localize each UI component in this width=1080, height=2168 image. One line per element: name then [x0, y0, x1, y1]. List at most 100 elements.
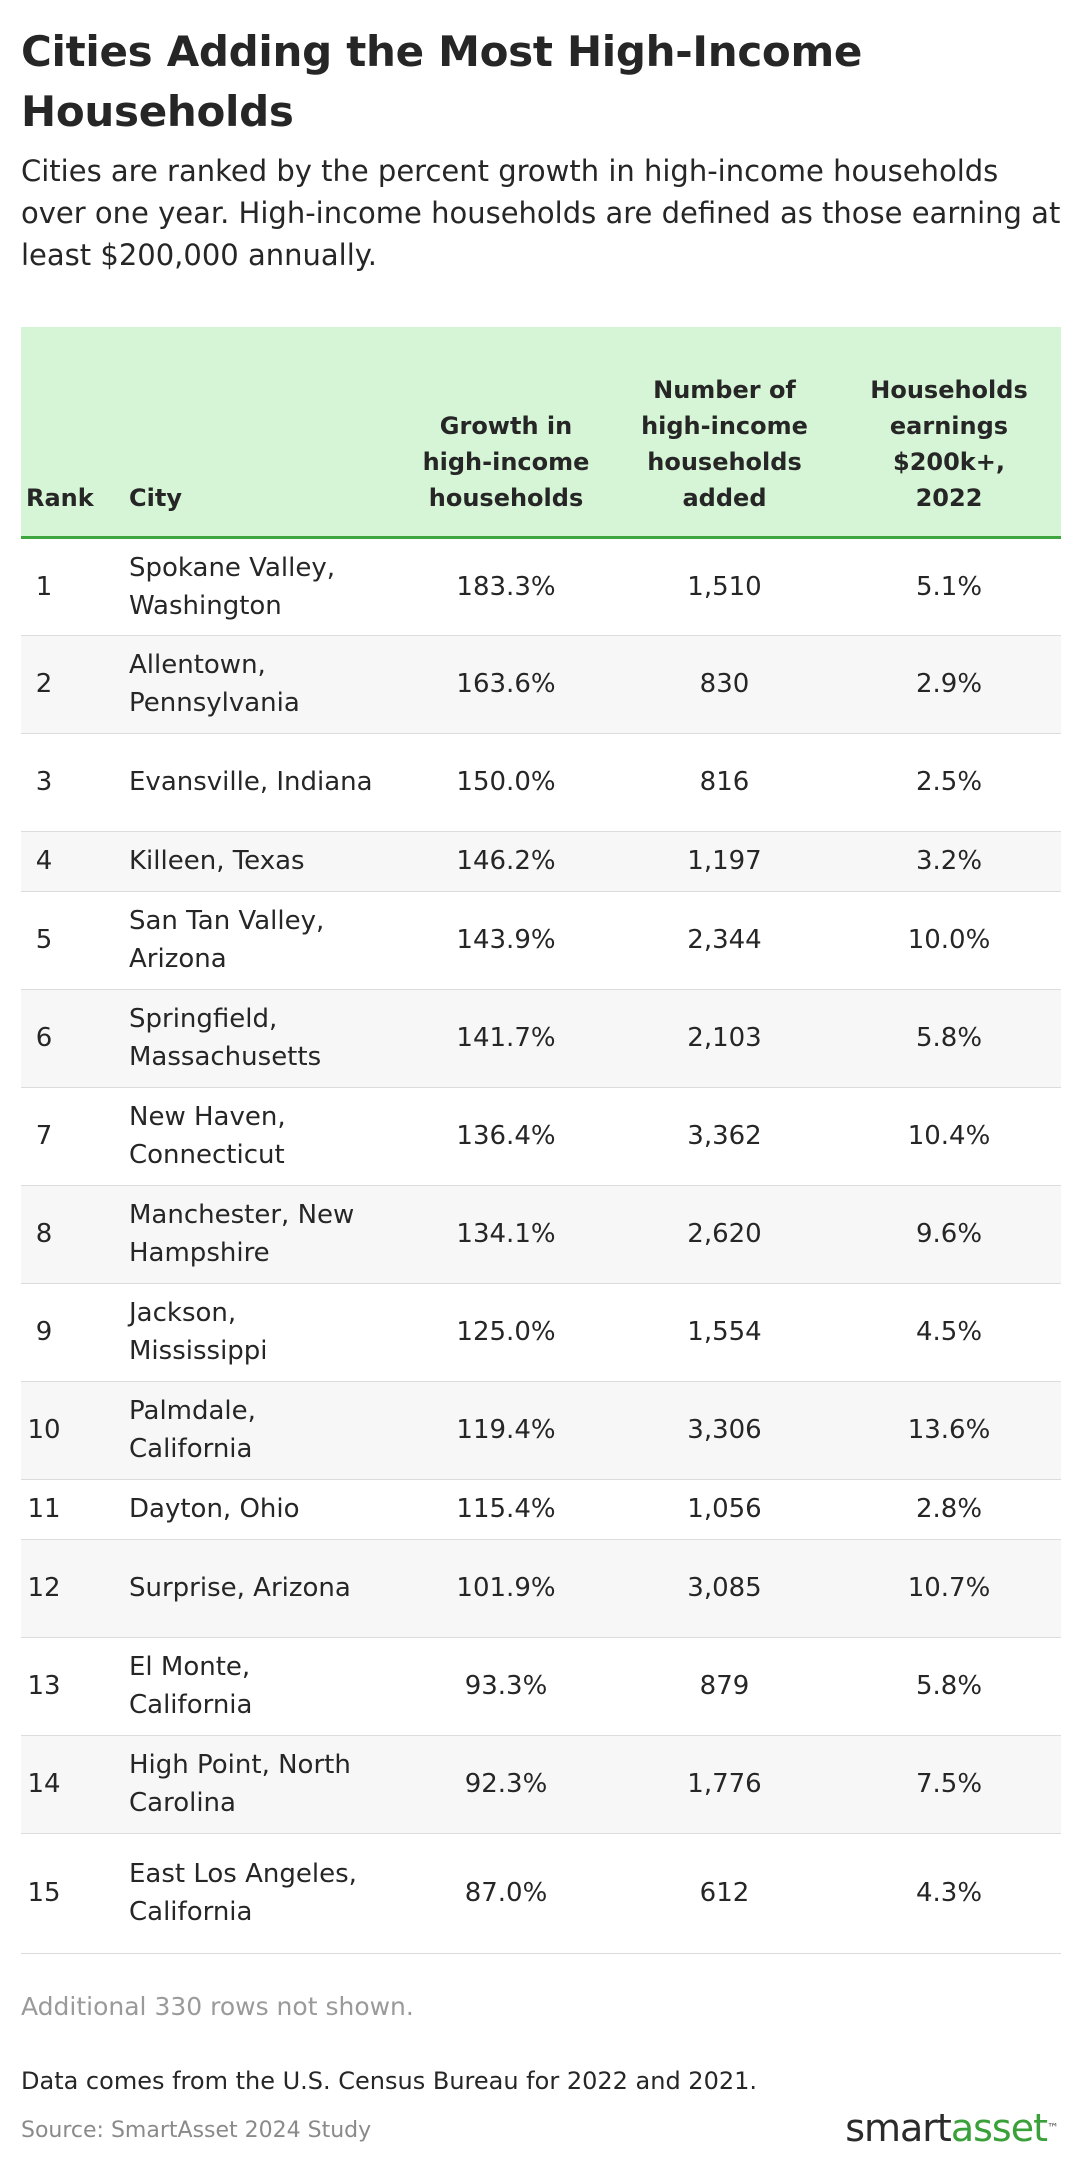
added-cell: 830 — [612, 635, 837, 734]
data-footnote: Data comes from the U.S. Census Bureau f… — [21, 2067, 758, 2095]
share-cell: 13.6% — [837, 1381, 1061, 1480]
city-cell: San Tan Valley, Arizona — [117, 891, 400, 990]
growth-cell: 183.3% — [400, 537, 612, 636]
share-cell: 9.6% — [837, 1185, 1061, 1284]
rank-cell: 1 — [21, 537, 117, 636]
added-cell: 1,554 — [612, 1283, 837, 1382]
added-cell: 1,776 — [612, 1735, 837, 1834]
rank-cell: 9 — [21, 1283, 117, 1382]
smartasset-logo: smartasset™ — [845, 2106, 1059, 2150]
city-cell: Manchester, New Hampshire — [117, 1185, 400, 1284]
table-row: 2 Allentown, Pennsylvania 163.6% 830 2.9% — [21, 635, 1061, 734]
logo-part-asset: asset — [950, 2106, 1048, 2150]
table-row: 4 Killeen, Texas 146.2% 1,197 3.2% — [21, 831, 1061, 892]
growth-cell: 115.4% — [400, 1479, 612, 1540]
share-cell: 10.0% — [837, 891, 1061, 990]
growth-cell: 143.9% — [400, 891, 612, 990]
growth-cell: 119.4% — [400, 1381, 612, 1480]
table-row: 11 Dayton, Ohio 115.4% 1,056 2.8% — [21, 1479, 1061, 1540]
rank-cell: 4 — [21, 831, 117, 892]
added-cell: 1,056 — [612, 1479, 837, 1540]
share-cell: 2.5% — [837, 733, 1061, 832]
added-cell: 2,344 — [612, 891, 837, 990]
city-cell: Allentown, Pennsylvania — [117, 635, 400, 734]
column-header-rank: Rank — [21, 327, 117, 539]
city-cell: Palmdale, California — [117, 1381, 400, 1480]
added-cell: 1,510 — [612, 537, 837, 636]
city-cell: El Monte, California — [117, 1637, 400, 1736]
share-cell: 2.9% — [837, 635, 1061, 734]
column-header-share: Households earnings $200k+, 2022 — [837, 327, 1061, 539]
growth-cell: 141.7% — [400, 989, 612, 1088]
city-cell: New Haven, Connecticut — [117, 1087, 400, 1186]
rank-cell: 11 — [21, 1479, 117, 1540]
rank-cell: 5 — [21, 891, 117, 990]
logo-trademark: ™ — [1047, 2121, 1059, 2135]
growth-cell: 92.3% — [400, 1735, 612, 1834]
growth-cell: 125.0% — [400, 1283, 612, 1382]
rank-cell: 2 — [21, 635, 117, 734]
share-cell: 7.5% — [837, 1735, 1061, 1834]
added-cell: 3,085 — [612, 1539, 837, 1638]
table-row: 3 Evansville, Indiana 150.0% 816 2.5% — [21, 733, 1061, 832]
added-cell: 3,362 — [612, 1087, 837, 1186]
city-cell: Dayton, Ohio — [117, 1479, 400, 1540]
city-cell: High Point, North Carolina — [117, 1735, 400, 1834]
share-cell: 10.4% — [837, 1087, 1061, 1186]
added-cell: 612 — [612, 1833, 837, 1954]
growth-cell: 101.9% — [400, 1539, 612, 1638]
table-row: 7 New Haven, Connecticut 136.4% 3,362 10.4% — [21, 1087, 1061, 1186]
rank-cell: 8 — [21, 1185, 117, 1284]
share-cell: 5.1% — [837, 537, 1061, 636]
added-cell: 2,620 — [612, 1185, 837, 1284]
city-cell: East Los Angeles, California — [117, 1833, 400, 1954]
growth-cell: 163.6% — [400, 635, 612, 734]
growth-cell: 150.0% — [400, 733, 612, 832]
logo-part-smart: smart — [845, 2106, 952, 2150]
share-cell: 10.7% — [837, 1539, 1061, 1638]
rank-cell: 15 — [21, 1833, 117, 1954]
rank-cell: 12 — [21, 1539, 117, 1638]
table-row: 10 Palmdale, California 119.4% 3,306 13.6% — [21, 1381, 1061, 1480]
table-row: 12 Surprise, Arizona 101.9% 3,085 10.7% — [21, 1539, 1061, 1638]
growth-cell: 93.3% — [400, 1637, 612, 1736]
share-cell: 2.8% — [837, 1479, 1061, 1540]
table-row: 15 East Los Angeles, California 87.0% 612 4.… — [21, 1833, 1061, 1954]
added-cell: 3,306 — [612, 1381, 837, 1480]
growth-cell: 87.0% — [400, 1833, 612, 1954]
growth-cell: 146.2% — [400, 831, 612, 892]
rank-cell: 3 — [21, 733, 117, 832]
share-cell: 4.3% — [837, 1833, 1061, 1954]
rank-cell: 10 — [21, 1381, 117, 1480]
added-cell: 816 — [612, 733, 837, 832]
share-cell: 4.5% — [837, 1283, 1061, 1382]
added-cell: 1,197 — [612, 831, 837, 892]
source-line: Source: SmartAsset 2024 Study — [21, 2118, 372, 2143]
column-header-added: Number of high-income households added — [612, 327, 837, 539]
column-header-growth: Growth in high-income households — [400, 327, 612, 539]
table-header-row: Rank City Growth in high-income househol… — [21, 327, 1061, 539]
column-header-city: City — [117, 327, 400, 539]
table-row: 9 Jackson, Mississippi 125.0% 1,554 4.5% — [21, 1283, 1061, 1382]
added-cell: 879 — [612, 1637, 837, 1736]
city-cell: Springfield, Massachusetts — [117, 989, 400, 1088]
rank-cell: 7 — [21, 1087, 117, 1186]
growth-cell: 136.4% — [400, 1087, 612, 1186]
rows-not-shown-note: Additional 330 rows not shown. — [21, 1992, 414, 2021]
table-body: 1 Spokane Valley, Washington 183.3% 1,510 5.… — [21, 537, 1061, 1954]
added-cell: 2,103 — [612, 989, 837, 1088]
table-row: 1 Spokane Valley, Washington 183.3% 1,510 5.… — [21, 537, 1061, 636]
table-row: 6 Springfield, Massachusetts 141.7% 2,103 5.… — [21, 989, 1061, 1088]
growth-cell: 134.1% — [400, 1185, 612, 1284]
chart-title: Cities Adding the Most High-Income House… — [21, 27, 863, 136]
city-cell: Spokane Valley, Washington — [117, 537, 400, 636]
city-cell: Killeen, Texas — [117, 831, 400, 892]
rank-cell: 13 — [21, 1637, 117, 1736]
table-row: 14 High Point, North Carolina 92.3% 1,776 7.… — [21, 1735, 1061, 1834]
rank-cell: 6 — [21, 989, 117, 1088]
table-row: 8 Manchester, New Hampshire 134.1% 2,620 9.6… — [21, 1185, 1061, 1284]
share-cell: 3.2% — [837, 831, 1061, 892]
table-row: 5 San Tan Valley, Arizona 143.9% 2,344 10.0% — [21, 891, 1061, 990]
share-cell: 5.8% — [837, 1637, 1061, 1736]
